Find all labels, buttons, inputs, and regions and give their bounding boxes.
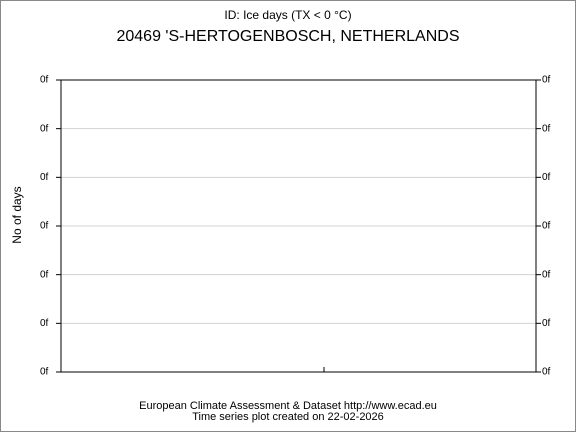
y-tick-label: 0f — [40, 172, 49, 183]
footer: Time series plot created on 22-02-2026 — [192, 411, 384, 423]
y2-tick-label: 0f — [542, 172, 551, 183]
y-tick-label: 0f — [40, 221, 49, 232]
y2-tick-label: 0f — [542, 75, 551, 86]
y-axis-label: No of days — [10, 186, 24, 243]
chart-subtitle: 20469 'S-HERTOGENBOSCH, NETHERLANDS — [116, 28, 459, 45]
chart-title: ID: Ice days (TX < 0 °C) — [224, 8, 351, 22]
y-tick-label: 0f — [40, 367, 49, 378]
plot-area — [60, 79, 537, 373]
y2-tick-label: 0f — [542, 269, 551, 280]
footer: European Climate Assessment & Dataset ht… — [139, 400, 437, 412]
y2-tick-label: 0f — [542, 221, 551, 232]
y-tick-label: 0f — [40, 269, 49, 280]
y-tick-label: 0f — [40, 75, 49, 86]
y2-tick-label: 0f — [542, 123, 551, 134]
y2-tick-label: 0f — [542, 318, 551, 329]
y-tick-label: 0f — [40, 318, 49, 329]
y-tick-label: 0f — [40, 123, 49, 134]
y2-tick-label: 0f — [542, 367, 551, 378]
